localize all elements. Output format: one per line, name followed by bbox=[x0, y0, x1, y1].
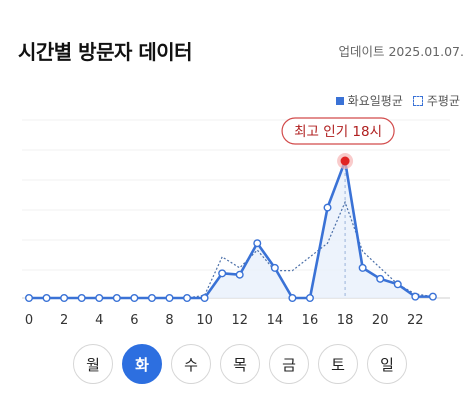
x-tick-label-4: 4 bbox=[95, 313, 103, 328]
peak-point bbox=[340, 156, 350, 166]
day-button-5[interactable]: 토 bbox=[318, 344, 358, 384]
data-point-0 bbox=[25, 294, 34, 303]
legend-swatch-tuesday bbox=[335, 96, 344, 105]
data-point-13 bbox=[253, 239, 262, 248]
data-point-14 bbox=[270, 263, 279, 272]
x-tick-label-22: 22 bbox=[407, 313, 424, 328]
data-point-19 bbox=[358, 263, 367, 272]
legend-label-tuesday: 화요일평균 bbox=[347, 94, 403, 108]
data-point-17 bbox=[323, 203, 332, 212]
legend-label-weekly: 주평균 bbox=[426, 94, 460, 108]
day-button-2[interactable]: 수 bbox=[171, 344, 211, 384]
series-line-weekly bbox=[29, 200, 433, 299]
data-point-1 bbox=[42, 294, 51, 303]
x-tick-label-14: 14 bbox=[267, 313, 284, 328]
chart-legend: 화요일평균 주평균 bbox=[335, 92, 460, 109]
data-point-9 bbox=[183, 294, 192, 303]
peak-label-box bbox=[281, 117, 395, 145]
x-tick-label-16: 16 bbox=[302, 313, 319, 328]
x-tick-label-10: 10 bbox=[196, 313, 213, 328]
data-point-3 bbox=[77, 294, 86, 303]
data-point-21 bbox=[393, 280, 402, 289]
day-button-3[interactable]: 목 bbox=[220, 344, 260, 384]
day-button-4[interactable]: 금 bbox=[269, 344, 309, 384]
data-point-15 bbox=[288, 294, 297, 303]
data-point-6 bbox=[130, 294, 139, 303]
data-point-16 bbox=[305, 294, 314, 303]
x-tick-label-12: 12 bbox=[231, 313, 248, 328]
page-title: 시간별 방문자 데이터 bbox=[18, 40, 193, 64]
x-tick-label-18: 18 bbox=[337, 313, 354, 328]
x-tick-label-8: 8 bbox=[165, 313, 173, 328]
x-tick-label-2: 2 bbox=[60, 313, 68, 328]
data-point-12 bbox=[235, 270, 244, 279]
data-point-5 bbox=[112, 294, 121, 303]
visitor-line-chart: 최고 인기 18시 0 2 4 6 8 10 12 14 16 18 20 22 bbox=[22, 117, 450, 328]
data-point-23 bbox=[428, 292, 437, 301]
peak-label: 최고 인기 18시 bbox=[294, 124, 382, 140]
x-tick-label-20: 20 bbox=[372, 313, 389, 328]
data-point-4 bbox=[95, 294, 104, 303]
legend-swatch-weekly bbox=[412, 95, 423, 106]
data-point-10 bbox=[200, 294, 209, 303]
data-point-22 bbox=[411, 292, 420, 301]
data-point-20 bbox=[376, 274, 385, 283]
data-point-7 bbox=[147, 294, 156, 303]
data-point-2 bbox=[60, 294, 69, 303]
data-point-8 bbox=[165, 294, 174, 303]
day-button-6[interactable]: 일 bbox=[367, 344, 407, 384]
x-tick-label-6: 6 bbox=[130, 313, 138, 328]
data-point-11 bbox=[218, 269, 227, 278]
series-area-tuesday bbox=[29, 161, 433, 298]
day-button-1[interactable]: 화 bbox=[122, 344, 162, 384]
day-button-0[interactable]: 월 bbox=[73, 344, 113, 384]
x-tick-label-0: 0 bbox=[25, 313, 33, 328]
update-date: 업데이트 2025.01.07. bbox=[338, 44, 464, 59]
